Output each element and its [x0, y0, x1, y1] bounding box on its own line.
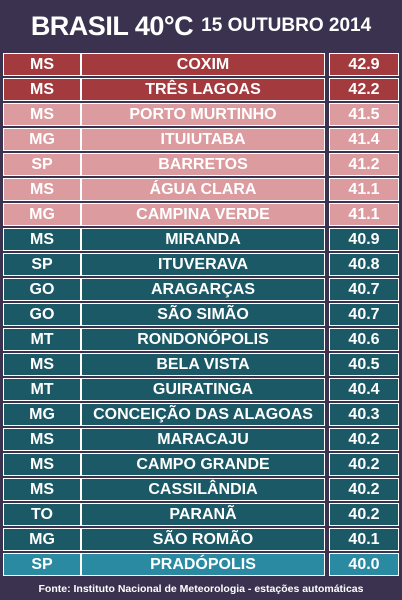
- table-row: MS COXIM 42.9: [0, 53, 402, 76]
- city-cell: SÃO ROMÃO: [81, 528, 325, 551]
- table-row: MG SÃO ROMÃO 40.1: [0, 528, 402, 551]
- city-cell: CAMPINA VERDE: [81, 203, 325, 226]
- table-row: MT RONDONÓPOLIS 40.6: [0, 328, 402, 351]
- temperature-cell: 40.4: [329, 378, 399, 401]
- temperature-cell: 40.1: [329, 528, 399, 551]
- state-cell: MS: [3, 428, 81, 451]
- table-row: MG ITUIUTABA 41.4: [0, 128, 402, 151]
- state-cell: SP: [3, 253, 81, 276]
- table-row: MS MIRANDA 40.9: [0, 228, 402, 251]
- temperature-cell: 40.2: [329, 428, 399, 451]
- city-cell: RONDONÓPOLIS: [81, 328, 325, 351]
- city-cell: CONCEIÇÃO DAS ALAGOAS: [81, 403, 325, 426]
- city-cell: BARRETOS: [81, 153, 325, 176]
- temperature-cell: 41.1: [329, 203, 399, 226]
- state-cell: MG: [3, 403, 81, 426]
- temperature-cell: 40.3: [329, 403, 399, 426]
- temperature-cell: 42.9: [329, 53, 399, 76]
- temperature-cell: 40.2: [329, 503, 399, 526]
- city-cell: PRADÓPOLIS: [81, 553, 325, 576]
- state-cell: MS: [3, 78, 81, 101]
- state-cell: TO: [3, 503, 81, 526]
- table-row: SP BARRETOS 41.2: [0, 153, 402, 176]
- temperature-cell: 40.9: [329, 228, 399, 251]
- city-cell: COXIM: [81, 53, 325, 76]
- temperature-cell: 40.7: [329, 278, 399, 301]
- city-cell: GUIRATINGA: [81, 378, 325, 401]
- table-row: GO ARAGARÇAS 40.7: [0, 278, 402, 301]
- temperature-cell: 40.5: [329, 353, 399, 376]
- temperature-cell: 41.2: [329, 153, 399, 176]
- state-cell: MG: [3, 528, 81, 551]
- state-cell: SP: [3, 153, 81, 176]
- table-row: MG CAMPINA VERDE 41.1: [0, 203, 402, 226]
- city-cell: PARANÃ: [81, 503, 325, 526]
- table-row: MS TRÊS LAGOAS 42.2: [0, 78, 402, 101]
- table-row: TO PARANÃ 40.2: [0, 503, 402, 526]
- table-row: SP PRADÓPOLIS 40.0: [0, 553, 402, 576]
- table-row: MS BELA VISTA 40.5: [0, 353, 402, 376]
- state-cell: MS: [3, 228, 81, 251]
- city-cell: MARACAJU: [81, 428, 325, 451]
- city-cell: SÃO SIMÃO: [81, 303, 325, 326]
- city-cell: TRÊS LAGOAS: [81, 78, 325, 101]
- city-cell: MIRANDA: [81, 228, 325, 251]
- state-cell: MS: [3, 103, 81, 126]
- table-row: MT GUIRATINGA 40.4: [0, 378, 402, 401]
- temperature-cell: 42.2: [329, 78, 399, 101]
- table-row: MS MARACAJU 40.2: [0, 428, 402, 451]
- table-row: GO SÃO SIMÃO 40.7: [0, 303, 402, 326]
- city-cell: ITUVERAVA: [81, 253, 325, 276]
- state-cell: GO: [3, 278, 81, 301]
- state-cell: MS: [3, 53, 81, 76]
- temperature-table: MS COXIM 42.9 MS TRÊS LAGOAS 42.2 MS PORTO MURT…: [0, 53, 402, 578]
- page-title: BRASIL 40°C: [30, 10, 194, 41]
- temperature-cell: 40.8: [329, 253, 399, 276]
- table-row: MS PORTO MURTINHO 41.5: [0, 103, 402, 126]
- state-cell: MS: [3, 478, 81, 501]
- table-row: SP ITUVERAVA 40.8: [0, 253, 402, 276]
- city-cell: ARAGARÇAS: [81, 278, 325, 301]
- state-cell: MS: [3, 178, 81, 201]
- temperature-cell: 40.2: [329, 478, 399, 501]
- state-cell: MS: [3, 453, 81, 476]
- city-cell: CASSILÂNDIA: [81, 478, 325, 501]
- source-footer: Fonte: Instituto Nacional de Meteorologi…: [38, 583, 364, 595]
- temperature-cell: 40.6: [329, 328, 399, 351]
- city-cell: BELA VISTA: [81, 353, 325, 376]
- table-row: MS ÁGUA CLARA 41.1: [0, 178, 402, 201]
- table-row: MG CONCEIÇÃO DAS ALAGOAS 40.3: [0, 403, 402, 426]
- city-cell: CAMPO GRANDE: [81, 453, 325, 476]
- city-cell: ÁGUA CLARA: [81, 178, 325, 201]
- state-cell: GO: [3, 303, 81, 326]
- temperature-cell: 40.7: [329, 303, 399, 326]
- state-cell: MG: [3, 128, 81, 151]
- state-cell: MS: [3, 353, 81, 376]
- state-cell: MT: [3, 378, 81, 401]
- state-cell: MG: [3, 203, 81, 226]
- table-row: MS CAMPO GRANDE 40.2: [0, 453, 402, 476]
- temperature-cell: 40.0: [329, 553, 399, 576]
- temperature-cell: 41.1: [329, 178, 399, 201]
- state-cell: MT: [3, 328, 81, 351]
- temperature-cell: 41.5: [329, 103, 399, 126]
- table-row: MS CASSILÂNDIA 40.2: [0, 478, 402, 501]
- city-cell: PORTO MURTINHO: [81, 103, 325, 126]
- state-cell: SP: [3, 553, 81, 576]
- temperature-cell: 41.4: [329, 128, 399, 151]
- city-cell: ITUIUTABA: [81, 128, 325, 151]
- header: BRASIL 40°C 15 OUTUBRO 2014: [0, 0, 402, 52]
- page-date: 15 OUTUBRO 2014: [201, 15, 372, 36]
- temperature-cell: 40.2: [329, 453, 399, 476]
